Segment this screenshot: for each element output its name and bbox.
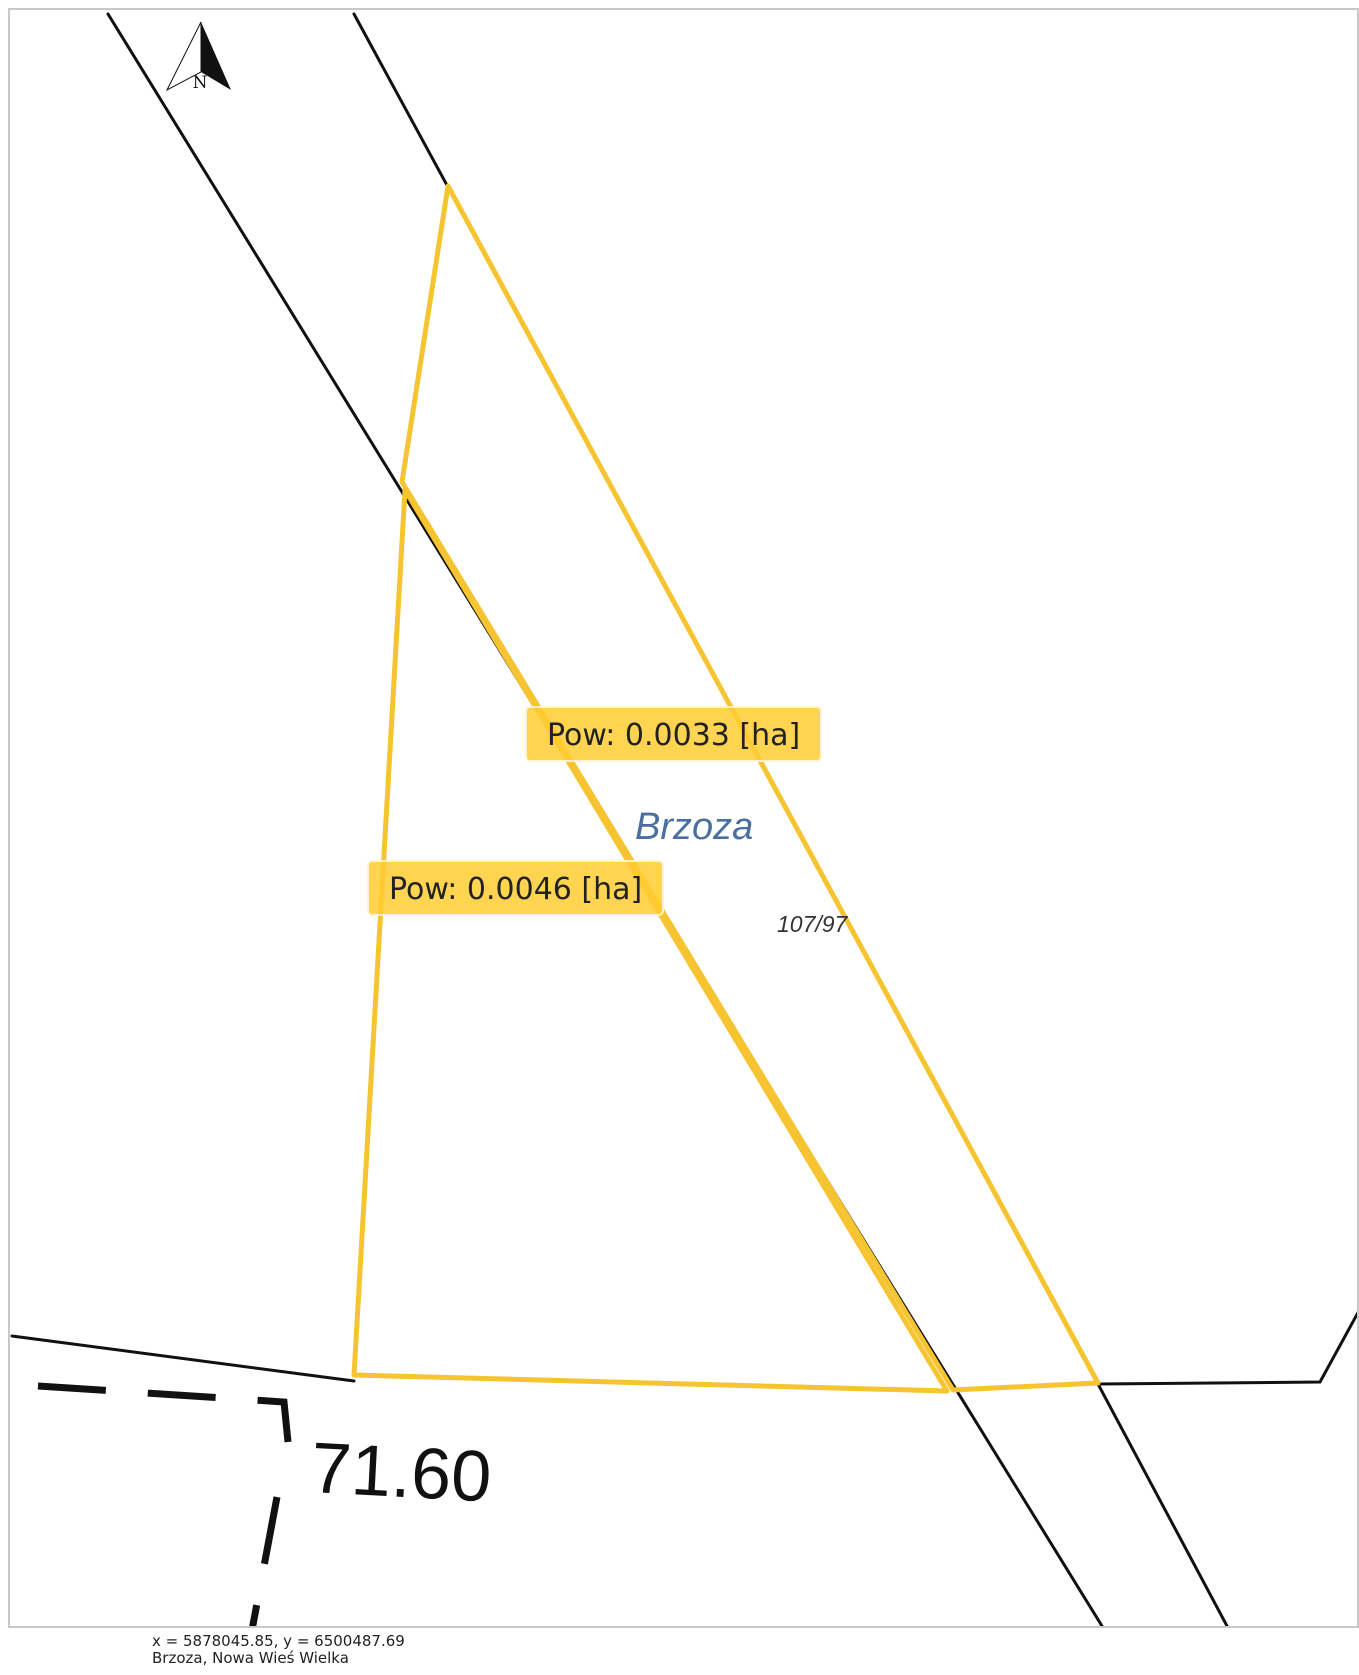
parcel-boundary-line: [1096, 1382, 1229, 1626]
location-readout: Brzoza, Nowa Wieś Wielka: [152, 1649, 349, 1667]
measured-area-polygon: [351, 487, 950, 1394]
area-measurement-label: Pow: 0.0046 [ha]: [367, 860, 665, 916]
elevation-label: 71.60: [309, 1428, 493, 1517]
map-canvas[interactable]: N Brzoza 107/97 71.60 Pow: 0.0033 [ha] P…: [8, 8, 1359, 1628]
area-measurement-label: Pow: 0.0033 [ha]: [525, 706, 823, 762]
coordinates-readout: x = 5878045.85, y = 6500487.69: [152, 1632, 405, 1650]
contour-line: [37, 1382, 292, 1626]
parcel-number-label: 107/97: [777, 911, 849, 937]
north-arrow-label: N: [193, 73, 208, 93]
parcel-boundary-line: [106, 12, 404, 494]
measured-areas: [351, 183, 1101, 1394]
measured-area-polygon: [399, 183, 1101, 1393]
place-name-label: Brzoza: [635, 806, 753, 848]
parcel-boundary-line: [1096, 1311, 1357, 1386]
parcel-boundary-line: [10, 1334, 356, 1383]
north-arrow-icon: N: [165, 21, 231, 93]
